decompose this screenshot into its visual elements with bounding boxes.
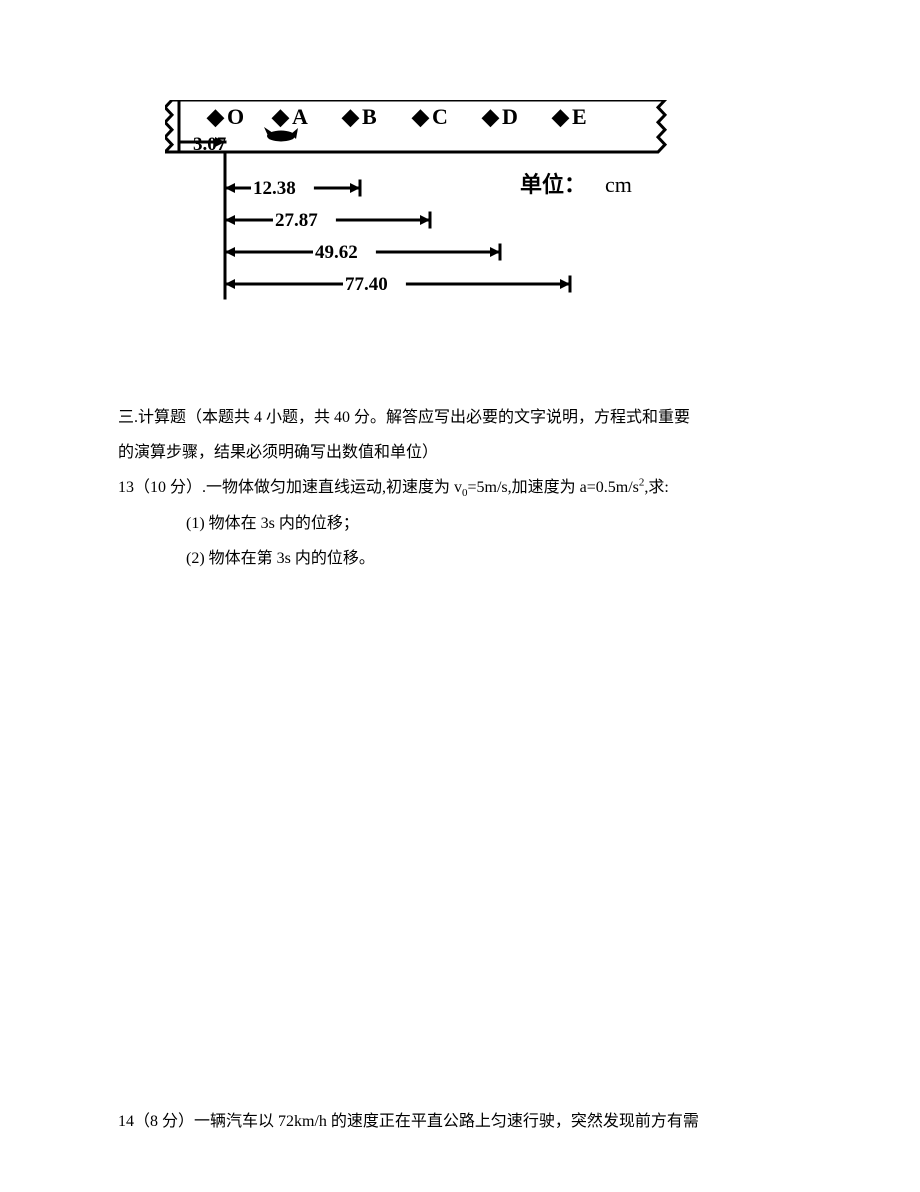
svg-text:A: A — [292, 104, 308, 129]
svg-text:单位：: 单位： — [520, 172, 586, 197]
q13-stem-c: ,求: — [644, 479, 668, 496]
svg-text:◆: ◆ — [271, 104, 290, 129]
svg-text:◆: ◆ — [551, 104, 570, 129]
svg-text:◆: ◆ — [341, 104, 360, 129]
svg-text:B: B — [362, 104, 377, 129]
svg-text:◆: ◆ — [206, 104, 225, 129]
svg-text:27.87: 27.87 — [275, 210, 318, 231]
svg-text:49.62: 49.62 — [315, 242, 358, 263]
svg-text:C: C — [432, 104, 448, 129]
svg-text:D: D — [502, 104, 518, 129]
svg-text:3.07: 3.07 — [193, 134, 227, 155]
section-heading-line1: 三.计算题（本题共 4 小题，共 40 分。解答应写出必要的文字说明，方程式和重… — [118, 400, 802, 435]
q13-stem: 13（10 分）.一物体做匀加速直线运动,初速度为 v0=5m/s,加速度为 a… — [118, 470, 802, 505]
q13-sub2: (2) 物体在第 3s 内的位移。 — [118, 541, 802, 576]
svg-text:E: E — [572, 104, 587, 129]
q13-sub1: (1) 物体在 3s 内的位移； — [118, 506, 802, 541]
tape-diagram-svg: ◆O◆A◆B◆C◆D◆E3.07单位：cm12.3827.8749.6277.4… — [165, 100, 695, 310]
measurement-diagram: ◆O◆A◆B◆C◆D◆E3.07单位：cm12.3827.8749.6277.4… — [165, 100, 695, 315]
q13-stem-a: 13（10 分）.一物体做匀加速直线运动,初速度为 v — [118, 479, 462, 496]
svg-text:cm: cm — [605, 172, 632, 197]
q14-stem: 14（8 分）一辆汽车以 72km/h 的速度正在平直公路上匀速行驶，突然发现前… — [118, 1104, 802, 1139]
svg-text:◆: ◆ — [481, 104, 500, 129]
svg-text:77.40: 77.40 — [345, 274, 388, 295]
section-heading-line2: 的演算步骤，结果必须明确写出数值和单位） — [118, 435, 802, 470]
problem-text-block: 三.计算题（本题共 4 小题，共 40 分。解答应写出必要的文字说明，方程式和重… — [118, 400, 802, 576]
q13-stem-b: =5m/s,加速度为 a=0.5m/s — [468, 479, 639, 496]
svg-text:O: O — [227, 104, 244, 129]
svg-text:◆: ◆ — [411, 104, 430, 129]
svg-text:12.38: 12.38 — [253, 178, 296, 199]
